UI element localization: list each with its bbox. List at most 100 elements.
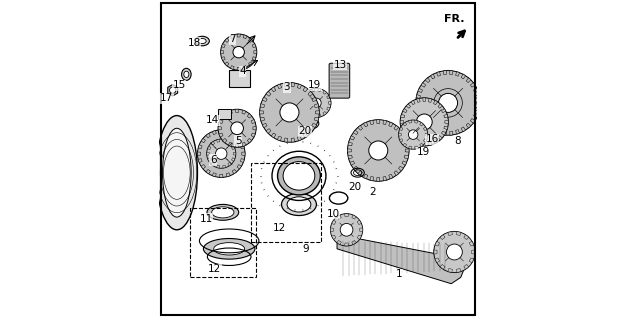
Polygon shape bbox=[474, 88, 478, 92]
Text: 12: 12 bbox=[273, 223, 287, 233]
Polygon shape bbox=[408, 120, 411, 123]
Polygon shape bbox=[357, 235, 361, 239]
Text: 20: 20 bbox=[298, 126, 311, 136]
Polygon shape bbox=[312, 88, 315, 92]
Polygon shape bbox=[212, 173, 216, 177]
Polygon shape bbox=[455, 130, 459, 134]
Polygon shape bbox=[198, 145, 202, 149]
Polygon shape bbox=[405, 149, 409, 152]
Polygon shape bbox=[466, 78, 471, 83]
Polygon shape bbox=[403, 109, 407, 113]
Polygon shape bbox=[217, 165, 220, 168]
Polygon shape bbox=[223, 139, 226, 142]
Polygon shape bbox=[217, 139, 220, 142]
Ellipse shape bbox=[282, 193, 317, 215]
Polygon shape bbox=[461, 74, 466, 79]
Polygon shape bbox=[240, 159, 244, 163]
Polygon shape bbox=[431, 127, 435, 132]
Polygon shape bbox=[221, 57, 225, 60]
Polygon shape bbox=[318, 114, 321, 117]
Polygon shape bbox=[461, 127, 466, 132]
Polygon shape bbox=[416, 101, 420, 104]
Polygon shape bbox=[201, 138, 205, 143]
Text: 6: 6 bbox=[210, 155, 217, 165]
Polygon shape bbox=[403, 122, 406, 126]
Polygon shape bbox=[198, 152, 201, 155]
Polygon shape bbox=[211, 141, 215, 145]
Polygon shape bbox=[243, 66, 247, 69]
Circle shape bbox=[170, 87, 176, 93]
Circle shape bbox=[207, 139, 236, 168]
Polygon shape bbox=[444, 126, 448, 130]
Polygon shape bbox=[440, 235, 445, 239]
Text: 11: 11 bbox=[200, 214, 213, 224]
Polygon shape bbox=[399, 133, 401, 136]
Text: 18: 18 bbox=[188, 38, 201, 48]
Circle shape bbox=[369, 141, 388, 160]
Polygon shape bbox=[404, 142, 408, 146]
Polygon shape bbox=[219, 130, 223, 133]
Circle shape bbox=[280, 103, 299, 122]
Polygon shape bbox=[219, 133, 223, 137]
Polygon shape bbox=[242, 152, 245, 155]
Polygon shape bbox=[312, 123, 317, 128]
Polygon shape bbox=[233, 152, 236, 155]
Polygon shape bbox=[218, 127, 221, 130]
Polygon shape bbox=[418, 88, 422, 92]
Polygon shape bbox=[425, 78, 430, 83]
Polygon shape bbox=[364, 122, 368, 127]
Polygon shape bbox=[298, 84, 301, 89]
Polygon shape bbox=[408, 146, 411, 149]
Polygon shape bbox=[323, 111, 327, 115]
Ellipse shape bbox=[283, 162, 315, 190]
Polygon shape bbox=[437, 72, 441, 76]
Polygon shape bbox=[377, 177, 380, 181]
Ellipse shape bbox=[287, 197, 311, 212]
Text: 16: 16 bbox=[425, 134, 439, 144]
Polygon shape bbox=[455, 72, 459, 76]
Polygon shape bbox=[235, 144, 238, 147]
Polygon shape bbox=[262, 97, 267, 101]
Circle shape bbox=[340, 223, 353, 236]
Polygon shape bbox=[277, 84, 282, 89]
Text: 4: 4 bbox=[239, 66, 245, 76]
Polygon shape bbox=[271, 133, 276, 138]
Ellipse shape bbox=[163, 128, 191, 217]
Circle shape bbox=[347, 120, 409, 181]
Circle shape bbox=[417, 114, 432, 130]
Polygon shape bbox=[348, 142, 352, 146]
Bar bbox=[218, 109, 231, 119]
Polygon shape bbox=[435, 258, 439, 263]
Polygon shape bbox=[232, 133, 237, 138]
Polygon shape bbox=[345, 214, 349, 217]
Ellipse shape bbox=[214, 243, 245, 255]
Polygon shape bbox=[277, 136, 282, 141]
Polygon shape bbox=[328, 101, 331, 104]
Polygon shape bbox=[262, 123, 267, 128]
Polygon shape bbox=[350, 136, 355, 140]
Polygon shape bbox=[469, 258, 474, 263]
Polygon shape bbox=[416, 108, 420, 111]
Polygon shape bbox=[237, 138, 242, 143]
Polygon shape bbox=[221, 51, 223, 54]
Polygon shape bbox=[377, 120, 380, 124]
Polygon shape bbox=[464, 235, 469, 239]
Text: 15: 15 bbox=[172, 80, 186, 91]
Polygon shape bbox=[434, 139, 438, 143]
Bar bbox=[190, 208, 256, 277]
Polygon shape bbox=[431, 74, 435, 79]
Polygon shape bbox=[345, 243, 349, 246]
Polygon shape bbox=[421, 83, 425, 87]
Text: 5: 5 bbox=[235, 136, 242, 146]
Polygon shape bbox=[254, 51, 257, 54]
Polygon shape bbox=[425, 133, 427, 136]
Polygon shape bbox=[370, 176, 373, 181]
Polygon shape bbox=[348, 155, 352, 159]
Ellipse shape bbox=[195, 36, 209, 46]
Polygon shape bbox=[247, 114, 252, 118]
Polygon shape bbox=[424, 139, 427, 142]
Polygon shape bbox=[358, 171, 363, 175]
Polygon shape bbox=[207, 146, 211, 149]
Polygon shape bbox=[221, 44, 225, 48]
Polygon shape bbox=[423, 142, 425, 146]
